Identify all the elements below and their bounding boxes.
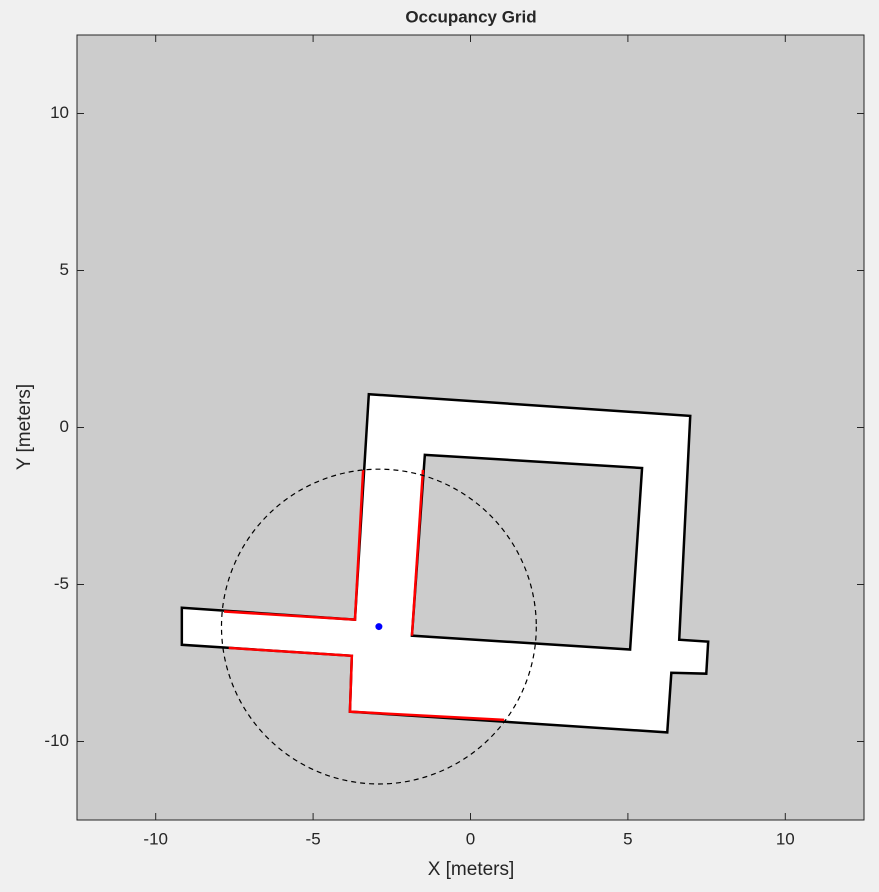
scan-hits (410, 469, 425, 636)
chart-title: Occupancy Grid (405, 7, 536, 26)
robot (375, 623, 383, 631)
x-tick-label: 0 (466, 829, 475, 848)
sensor-range (220, 468, 537, 785)
y-axis-label: Y [meters] (14, 384, 35, 470)
x-tick-label: -10 (143, 829, 168, 848)
x-axis-label: X [meters] (428, 859, 515, 880)
y-tick-label: -10 (44, 731, 69, 750)
y-tick-label: 0 (60, 417, 69, 436)
x-tick-label: 10 (776, 829, 795, 848)
scan-hits (223, 469, 365, 621)
x-tick-label: -5 (306, 829, 321, 848)
x-tick-label: 5 (623, 829, 632, 848)
y-tick-label: 10 (50, 103, 69, 122)
scan-hits (228, 646, 505, 722)
y-tick-label: 5 (60, 260, 69, 279)
y-tick-label: -5 (54, 574, 69, 593)
